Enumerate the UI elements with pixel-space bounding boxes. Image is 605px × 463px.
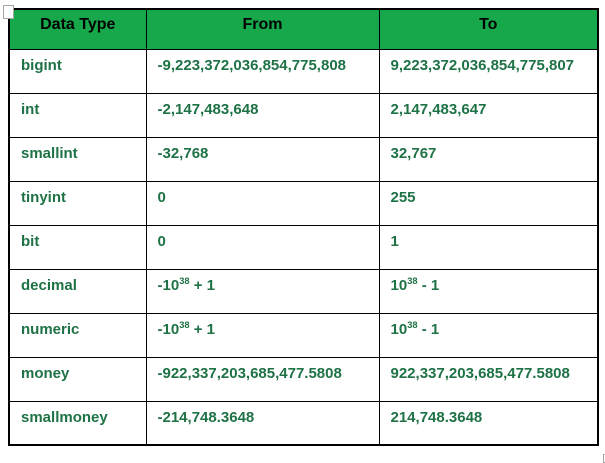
data-type-cell: bigint [8, 48, 147, 94]
data-type-label: smallmoney [21, 408, 108, 426]
to-value: 10 [390, 320, 408, 338]
to-value: 255 [390, 188, 416, 206]
table-move-handle[interactable] [3, 5, 14, 19]
table-row: tinyint 0 255 [8, 180, 599, 226]
from-cell: -32,768 [145, 136, 380, 182]
from-value: -10 [157, 320, 180, 338]
data-type-label: numeric [21, 320, 80, 338]
table-row: smallmoney -214,748.3648 214,748.3648 [8, 400, 599, 446]
to-cell: 32,767 [378, 136, 599, 182]
data-type-cell: decimal [8, 268, 147, 314]
table-row: numeric -1038 + 1 1038 - 1 [8, 312, 599, 358]
from-value: -922,337,203,685,477.5808 [157, 364, 342, 382]
data-type-cell: money [8, 356, 147, 402]
data-type-range-table: Data Type From To bigint -9,223,372,036,… [8, 8, 599, 446]
from-value: 0 [157, 232, 166, 250]
from-value: -32,768 [157, 144, 209, 162]
to-value: 32,767 [390, 144, 437, 162]
from-cell: 0 [145, 180, 380, 226]
data-type-cell: int [8, 92, 147, 138]
header-cell-from: From [145, 8, 380, 50]
to-cell: 214,748.3648 [378, 400, 599, 446]
data-type-label: int [21, 100, 40, 118]
from-value: 0 [157, 188, 166, 206]
to-suffix: - 1 [417, 276, 440, 294]
from-suffix: + 1 [189, 320, 215, 338]
data-type-label: bigint [21, 56, 62, 74]
from-cell: -1038 + 1 [145, 312, 380, 358]
document-table-container: Data Type From To bigint -9,223,372,036,… [3, 5, 605, 463]
data-type-label: tinyint [21, 188, 66, 206]
data-type-label: smallint [21, 144, 78, 162]
data-type-cell: bit [8, 224, 147, 270]
data-type-cell: numeric [8, 312, 147, 358]
to-cell: 1038 - 1 [378, 268, 599, 314]
data-type-label: bit [21, 232, 40, 250]
from-cell: -922,337,203,685,477.5808 [145, 356, 380, 402]
from-cell: -9,223,372,036,854,775,808 [145, 48, 380, 94]
to-value: 1 [390, 232, 399, 250]
data-type-cell: tinyint [8, 180, 147, 226]
table-row: money -922,337,203,685,477.5808 922,337,… [8, 356, 599, 402]
to-value: 214,748.3648 [390, 408, 483, 426]
data-type-label: money [21, 364, 70, 382]
to-exponent: 38 [407, 275, 418, 286]
header-cell-to: To [378, 8, 599, 50]
to-value: 9,223,372,036,854,775,807 [390, 56, 575, 74]
from-value: -2,147,483,648 [157, 100, 259, 118]
to-cell: 922,337,203,685,477.5808 [378, 356, 599, 402]
header-cell-data-type: Data Type [8, 8, 147, 50]
to-value: 10 [390, 276, 408, 294]
to-cell: 9,223,372,036,854,775,807 [378, 48, 599, 94]
table-row: int -2,147,483,648 2,147,483,647 [8, 92, 599, 138]
table-row: smallint -32,768 32,767 [8, 136, 599, 182]
data-type-label: decimal [21, 276, 77, 294]
header-row: Data Type From To [8, 8, 599, 50]
to-cell: 1038 - 1 [378, 312, 599, 358]
to-exponent: 38 [407, 319, 418, 330]
table-row: bit 0 1 [8, 224, 599, 270]
to-value: 2,147,483,647 [390, 100, 487, 118]
to-cell: 2,147,483,647 [378, 92, 599, 138]
to-value: 922,337,203,685,477.5808 [390, 364, 570, 382]
from-exponent: 38 [179, 319, 190, 330]
from-cell: -1038 + 1 [145, 268, 380, 314]
table-row: bigint -9,223,372,036,854,775,808 9,223,… [8, 48, 599, 94]
from-value: -214,748.3648 [157, 408, 255, 426]
data-type-cell: smallmoney [8, 400, 147, 446]
from-suffix: + 1 [189, 276, 215, 294]
to-cell: 255 [378, 180, 599, 226]
table-row: decimal -1038 + 1 1038 - 1 [8, 268, 599, 314]
from-value: -10 [157, 276, 180, 294]
from-exponent: 38 [179, 275, 190, 286]
to-cell: 1 [378, 224, 599, 270]
from-cell: -214,748.3648 [145, 400, 380, 446]
to-suffix: - 1 [417, 320, 440, 338]
from-value: -9,223,372,036,854,775,808 [157, 56, 347, 74]
from-cell: 0 [145, 224, 380, 270]
data-type-cell: smallint [8, 136, 147, 182]
from-cell: -2,147,483,648 [145, 92, 380, 138]
